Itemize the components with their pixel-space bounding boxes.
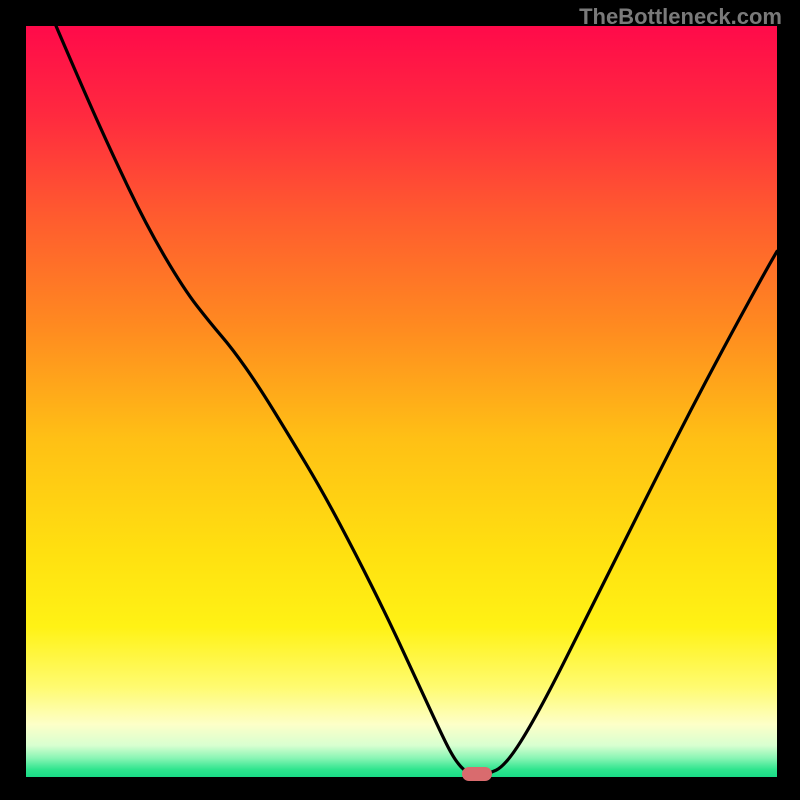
bottleneck-curve — [56, 26, 777, 774]
chart-container: TheBottleneck.com — [0, 0, 800, 800]
minimum-marker — [462, 767, 492, 781]
curve-overlay — [26, 26, 777, 777]
watermark-label: TheBottleneck.com — [579, 4, 782, 30]
plot-area — [26, 26, 777, 777]
